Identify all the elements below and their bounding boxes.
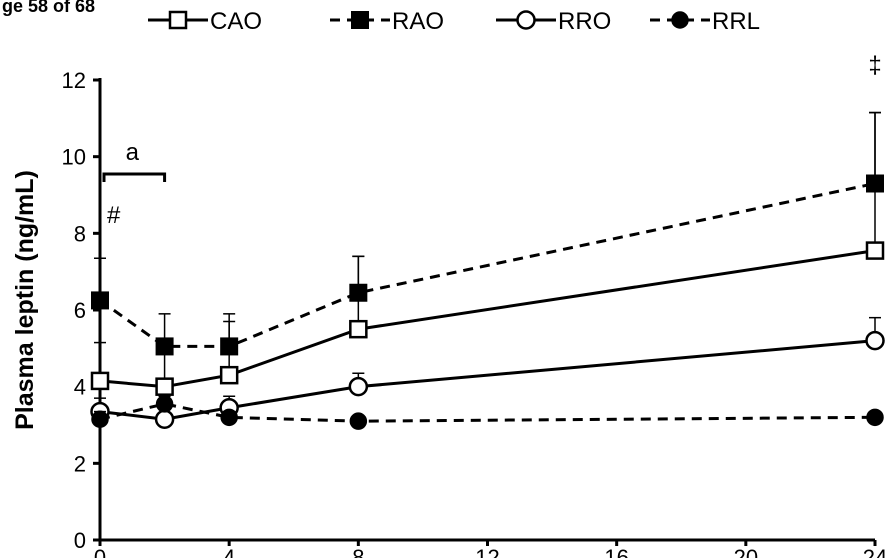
data-point-cao	[90, 371, 110, 391]
legend-label-rro: RRO	[558, 8, 611, 35]
data-point-cao	[155, 377, 174, 396]
data-point-rao	[220, 337, 239, 356]
legend-marker-rao	[351, 11, 369, 29]
legend-item-cao: CAO	[148, 8, 262, 35]
x-tick-label: 24	[863, 545, 887, 558]
data-point-rao	[91, 291, 109, 310]
y-tick-label: 8	[74, 221, 86, 246]
data-point-cao	[349, 319, 368, 339]
data-point-rrl	[349, 412, 368, 430]
series-layer	[90, 111, 885, 430]
legend: CAO RAO RRO RRL	[148, 8, 760, 35]
data-point-rrl	[220, 408, 238, 427]
annotation-a: a	[126, 139, 140, 166]
legend-label-rrl: RRL	[712, 8, 760, 35]
legend-label-cao: CAO	[210, 8, 262, 35]
x-tick-label: 4	[223, 545, 235, 558]
data-point-rro	[154, 409, 175, 429]
data-point-rao	[155, 337, 174, 356]
data-point-cao	[219, 365, 239, 385]
series-rro	[90, 316, 885, 429]
legend-item-rro: RRO	[496, 8, 611, 35]
legend-label-rao: RAO	[392, 8, 444, 35]
y-tick-label: 4	[74, 375, 86, 400]
x-tick-label: 12	[475, 545, 499, 558]
series-line-cao	[99, 249, 876, 389]
y-tick-label: 6	[74, 298, 86, 323]
legend-item-rrl: RRL	[650, 8, 760, 35]
legend-marker-rrl	[671, 11, 689, 29]
x-tick-label: 20	[734, 545, 758, 558]
annotation-layer: a # ‡	[102, 52, 882, 229]
legend-marker-cao	[168, 10, 188, 30]
y-tick-label: 12	[62, 68, 86, 93]
data-point-rrl	[155, 395, 174, 413]
significance-bracket	[102, 172, 167, 182]
data-point-rro	[348, 376, 369, 397]
y-tick-label: 0	[74, 528, 86, 553]
series-rrl	[91, 395, 884, 430]
series-line-rro	[99, 339, 876, 421]
y-tick-label: 10	[62, 145, 86, 170]
series-cao	[90, 111, 885, 396]
data-point-cao	[865, 241, 885, 260]
legend-marker-rro	[516, 10, 536, 30]
annotation-double-dagger: ‡	[868, 52, 881, 79]
x-tick-label: 16	[604, 545, 628, 558]
data-point-rao	[349, 283, 368, 302]
legend-item-rao: RAO	[330, 8, 444, 35]
y-tick-label: 2	[74, 451, 86, 476]
x-tick-label: 0	[94, 545, 106, 558]
data-point-rrl	[866, 408, 884, 427]
y-axis-label: Plasma leptin (ng/mL)	[11, 170, 39, 430]
data-point-rao	[866, 174, 884, 193]
data-point-rro	[865, 330, 885, 351]
series-line-rao	[99, 182, 876, 348]
annotation-hash: #	[107, 202, 121, 229]
data-point-rrl	[91, 410, 109, 428]
series-rao	[91, 111, 884, 356]
series-line-rrl	[99, 402, 876, 423]
page-header: ge 58 of 68	[2, 0, 95, 16]
x-tick-label: 8	[352, 545, 364, 558]
